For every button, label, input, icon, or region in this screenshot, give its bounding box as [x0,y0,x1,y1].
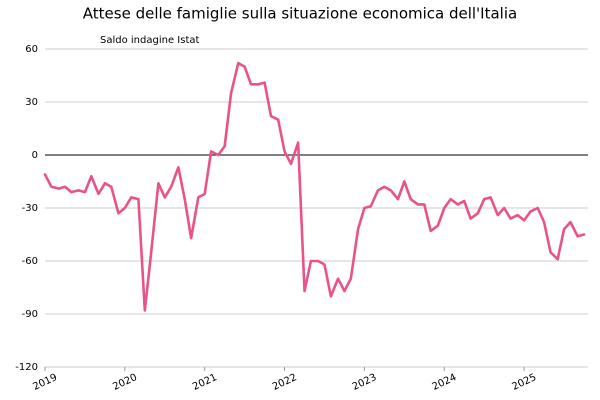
x-tick-label: 2023 [351,372,379,393]
y-tick-label: -90 [22,309,38,320]
x-tick-label: 2025 [510,372,538,393]
data-line [43,61,586,312]
x-tick-label: 2020 [111,372,139,393]
y-tick-label: -120 [15,362,38,373]
x-tick-label: 2022 [271,372,299,393]
y-tick-label: -30 [22,203,38,214]
x-tick-label: 2021 [191,372,219,393]
x-tick-label: 2019 [31,372,59,393]
chart-subtitle: Saldo indagine Istat [100,35,199,46]
x-tick-label: 2024 [431,372,459,393]
y-tick-label: 0 [32,150,38,161]
y-tick-label: 30 [25,97,38,108]
y-tick-label: 60 [25,44,38,55]
chart-title: Attese delle famiglie sulla situazione e… [83,5,517,23]
y-tick-label: -60 [22,256,38,267]
